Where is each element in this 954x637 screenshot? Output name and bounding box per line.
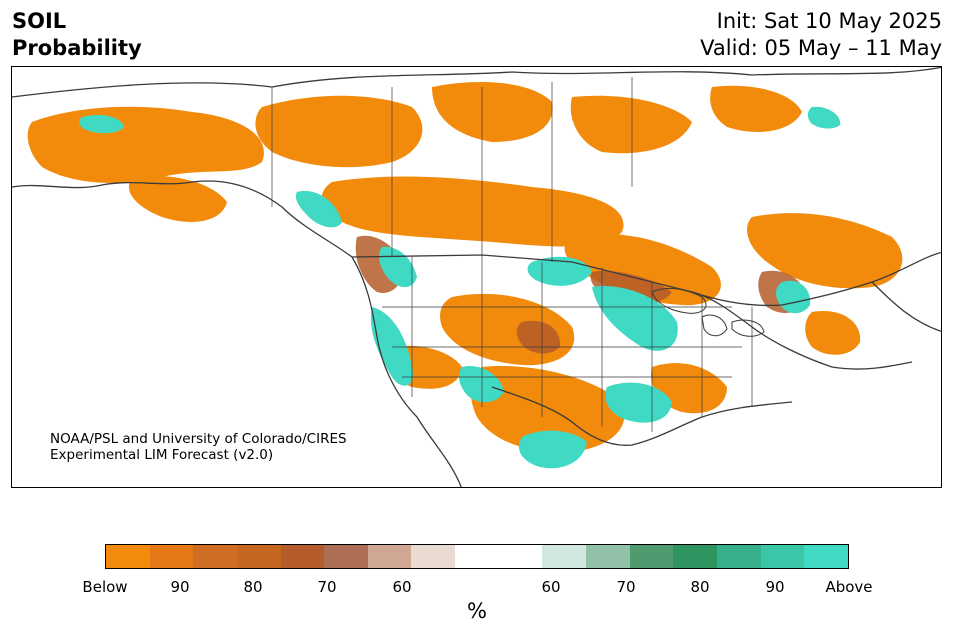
color-legend-tick-label: 70: [616, 578, 636, 596]
north-america-map: [12, 67, 941, 487]
country-borders: [12, 67, 941, 487]
below-normal-areas: [27, 82, 903, 453]
color-legend-segment: [193, 545, 237, 568]
color-legend-segment: [586, 545, 630, 568]
color-legend-tick-label: 60: [392, 578, 412, 596]
map-title: SOIL Probability: [12, 8, 142, 62]
color-legend-tick-label: Above: [825, 578, 873, 596]
color-legend-segment: [411, 545, 456, 568]
color-legend-segment: [760, 545, 805, 568]
color-legend-segment: [280, 545, 325, 568]
credit-text: NOAA/PSL and University of Colorado/CIRE…: [50, 431, 347, 463]
color-legend-segment: [673, 545, 717, 568]
credit-line-1: NOAA/PSL and University of Colorado/CIRE…: [50, 431, 347, 447]
color-legend-bar: [105, 544, 849, 569]
color-legend-segment: [542, 545, 587, 568]
init-date: Init: Sat 10 May 2025: [716, 9, 942, 33]
color-legend-segment: [498, 545, 543, 568]
color-legend-segment: [324, 545, 368, 568]
credit-line-2: Experimental LIM Forecast (v2.0): [50, 447, 274, 463]
date-info: Init: Sat 10 May 2025 Valid: 05 May – 11…: [700, 8, 942, 62]
color-legend-segment: [367, 545, 412, 568]
color-legend-segment: [455, 545, 499, 568]
color-legend-segment: [236, 545, 281, 568]
color-legend-segment: [106, 545, 150, 568]
color-legend-tick-label: 90: [170, 578, 190, 596]
legend-unit-label: %: [467, 599, 487, 623]
color-legend-tick-label: 90: [765, 578, 785, 596]
state-borders: [271, 77, 753, 432]
color-legend-segment: [804, 545, 848, 568]
color-legend-tick-label: 80: [243, 578, 263, 596]
variable-label: SOIL: [12, 9, 67, 33]
above-normal-areas: [79, 106, 841, 469]
color-legend-segment: [716, 545, 761, 568]
map-panel: NOAA/PSL and University of Colorado/CIRE…: [11, 66, 942, 488]
color-legend-tick-label: 80: [690, 578, 710, 596]
color-legend-tick-label: 60: [541, 578, 561, 596]
valid-range: Valid: 05 May – 11 May: [700, 36, 942, 60]
color-legend-tick-label: Below: [82, 578, 128, 596]
product-label: Probability: [12, 36, 142, 60]
great-lakes: [651, 287, 765, 337]
color-legend-segment: [629, 545, 674, 568]
color-legend-tick-label: 70: [317, 578, 337, 596]
color-legend-segment: [149, 545, 194, 568]
